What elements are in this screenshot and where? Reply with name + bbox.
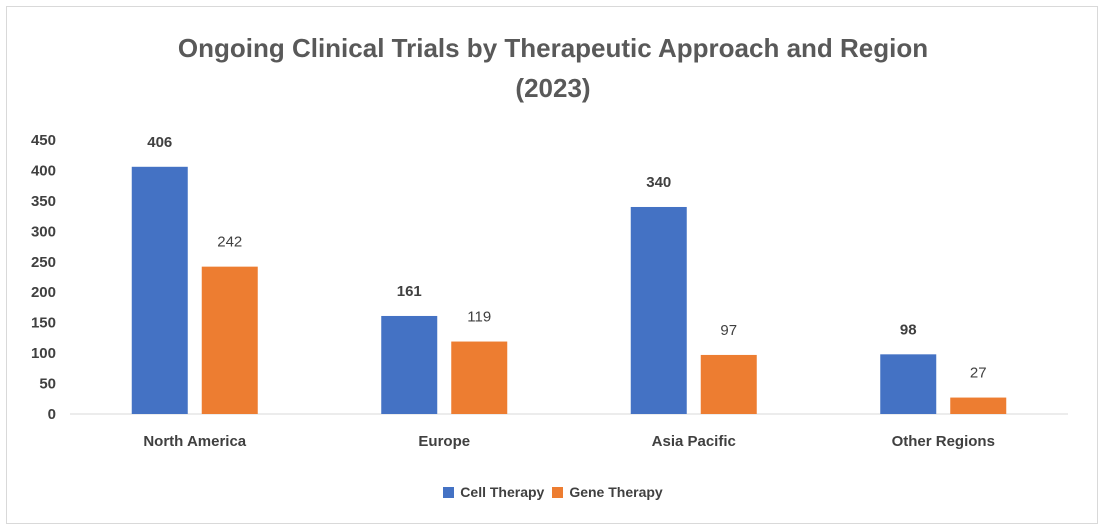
bar xyxy=(451,341,508,414)
data-label: 406 xyxy=(147,134,172,151)
bar xyxy=(201,266,258,414)
legend-swatch-cell-therapy xyxy=(443,486,455,498)
data-label: 340 xyxy=(646,174,671,191)
y-tick-label: 150 xyxy=(31,315,56,332)
data-label: 119 xyxy=(467,309,491,326)
legend-item-cell-therapy: Cell Therapy xyxy=(443,484,544,500)
bar xyxy=(950,397,1007,414)
data-label: 27 xyxy=(970,365,987,382)
legend-swatch-gene-therapy xyxy=(552,486,564,498)
chart-frame xyxy=(6,6,1098,524)
data-label: 161 xyxy=(397,283,422,300)
y-tick-label: 350 xyxy=(31,193,56,210)
bar xyxy=(381,315,438,414)
y-tick-label: 100 xyxy=(31,345,56,362)
data-label: 97 xyxy=(720,322,737,339)
data-label: 98 xyxy=(900,321,917,338)
x-tick-label: North America xyxy=(143,433,246,450)
y-tick-label: 250 xyxy=(31,254,56,271)
y-tick-label: 50 xyxy=(39,376,56,393)
x-tick-label: Europe xyxy=(418,433,470,450)
chart-title: Ongoing Clinical Trials by Therapeutic A… xyxy=(0,28,1106,108)
legend-label-gene-therapy: Gene Therapy xyxy=(569,484,663,500)
legend-label-cell-therapy: Cell Therapy xyxy=(460,484,545,500)
bar xyxy=(700,354,757,414)
y-tick-label: 400 xyxy=(31,162,56,179)
data-label: 242 xyxy=(217,234,242,251)
y-tick-label: 0 xyxy=(48,406,56,423)
bar xyxy=(630,206,687,414)
chart-title-line-1: Ongoing Clinical Trials by Therapeutic A… xyxy=(177,33,929,63)
x-tick-label: Asia Pacific xyxy=(652,433,736,450)
legend: Cell Therapy Gene Therapy xyxy=(0,484,1106,500)
y-tick-label: 300 xyxy=(31,223,56,240)
legend-item-gene-therapy: Gene Therapy xyxy=(552,484,663,500)
y-tick-label: 200 xyxy=(31,284,56,301)
y-tick-label: 450 xyxy=(31,132,56,149)
chart-title-line-2: (2023) xyxy=(515,73,591,103)
bar xyxy=(131,166,188,414)
bar xyxy=(880,354,937,414)
x-tick-label: Other Regions xyxy=(892,433,995,450)
